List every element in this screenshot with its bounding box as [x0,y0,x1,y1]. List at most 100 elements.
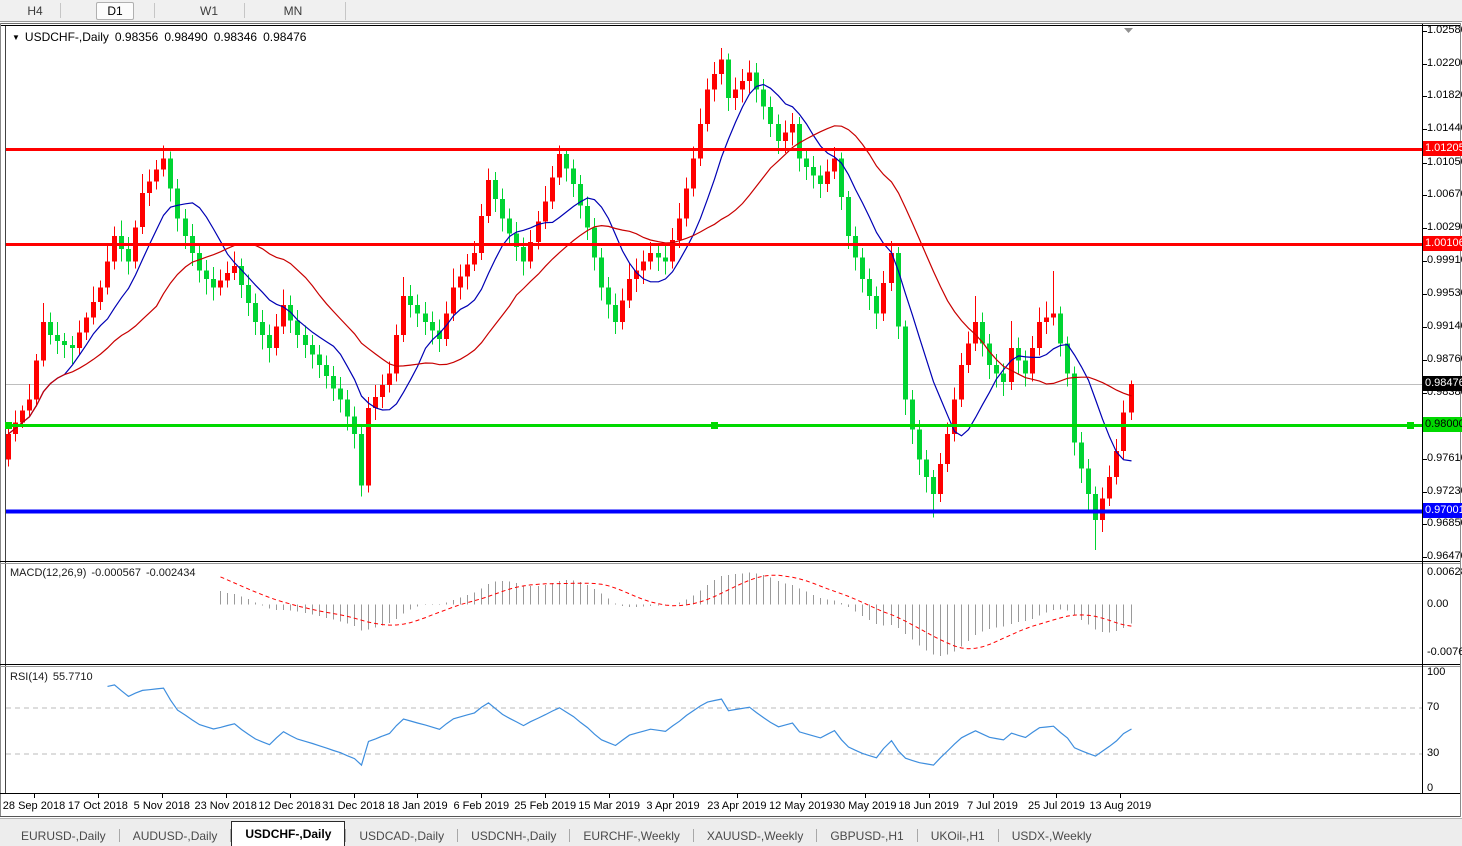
candle-body [874,296,879,314]
candle-body [818,175,823,185]
candle-body [415,304,420,314]
toolbar-separator [244,3,245,18]
candle-body [112,235,117,262]
candle-body [698,124,703,159]
candle-body [310,345,315,355]
candle-body [91,302,96,318]
candle-body [648,253,653,262]
chart-tab-USDCAD-Daily[interactable]: USDCAD-,Daily [359,829,445,843]
candle-body [140,192,145,228]
ma-fast-line [8,83,1132,462]
candle-body [606,287,611,305]
rsi-line [107,684,1132,767]
timeframe-toolbar: H4 D1 W1 MN [0,0,1462,22]
candle-body [613,304,618,322]
candle-body [881,283,886,314]
candle-body [952,399,957,434]
candle-body [663,257,668,262]
candle-body [776,124,781,142]
macd-name: MACD(12,26,9) [10,567,87,579]
chart-tab-GBPUSD-H1[interactable]: GBPUSD-,H1 [830,829,904,843]
timeframe-button-MN[interactable]: MN [283,4,303,18]
candle-body [105,261,110,288]
candle-body [303,334,308,346]
candle-body [444,313,449,340]
candle-body [119,235,124,249]
candle-body [324,365,329,377]
candle-body [592,227,597,258]
macd-indicator-label: MACD(12,26,9) -0.000567 -0.002434 [10,567,201,579]
candle-body [458,276,463,288]
candle-body [1023,360,1028,374]
candle-body [783,132,788,142]
chart-tab-USDCHF-Daily[interactable]: USDCHF-,Daily [231,821,346,846]
candle-body [62,340,67,346]
candle-body [317,354,322,365]
candle-body [959,365,964,400]
candle-body [175,188,180,219]
candle-body [634,270,639,279]
toolbar-separator [60,3,61,18]
tab-separator [569,829,571,842]
symbol-dropdown-icon[interactable]: ▼ [12,33,20,42]
candle-body [197,253,202,271]
candle-body [34,360,39,400]
candle-body [670,240,675,262]
candle-body [867,278,872,297]
candle-body [6,433,11,460]
candle-body [1065,343,1070,374]
timeframe-button-H4[interactable]: H4 [27,4,43,18]
candle-body [1072,373,1077,443]
macd-value: -0.000567 [91,567,141,579]
ohlc-open: 0.98356 [114,30,159,44]
chart-tab-EURUSD-Daily[interactable]: EURUSD-,Daily [21,829,106,843]
candle-body [27,399,32,411]
candle-body [550,177,555,202]
candle-body [168,158,173,189]
chart-tab-EURCHF-Weekly[interactable]: EURCHF-,Weekly [583,829,680,843]
candle-body [253,303,258,322]
chart-shift-marker-icon[interactable] [1124,28,1133,33]
tab-separator [916,829,918,842]
candle-body [578,184,583,206]
chart-tab-XAUUSD-Weekly[interactable]: XAUUSD-,Weekly [706,829,804,843]
tab-separator [692,829,694,842]
candle-body [684,188,689,219]
candle-body [500,198,505,219]
candle-body [839,158,844,198]
candle-body [380,384,385,397]
candle-body [423,313,428,322]
candle-body [77,332,82,348]
candle-body [571,168,576,185]
candle-body [493,179,498,199]
ohlc-close: 0.98476 [263,30,307,44]
candle-body [804,158,809,167]
tab-separator [997,829,999,842]
candle-body [41,322,46,361]
candle-body [910,399,915,430]
candle-body [719,59,724,74]
candle-body [528,241,533,262]
timeframe-button-group: H4 D1 W1 MN [0,2,312,20]
candle-body [48,322,53,335]
chart-tab-USDCNH-Daily[interactable]: USDCNH-,Daily [471,829,557,843]
chart-symbol: USDCHF-,Daily [24,30,109,44]
candle-body [1114,451,1119,477]
candle-body [705,89,710,124]
chart-tab-AUDUSD-Daily[interactable]: AUDUSD-,Daily [132,829,218,843]
candle-body [889,253,894,284]
timeframe-button-D1[interactable]: D1 [96,2,134,20]
candle-body [903,326,908,400]
chart-tab-USDX-Weekly[interactable]: USDX-,Weekly [1011,829,1092,843]
candle-body [973,322,978,344]
candle-body [161,158,166,170]
candle-body [98,287,103,303]
level-line-handle[interactable] [5,422,12,429]
candle-body [147,181,152,193]
candle-body [1086,468,1091,495]
level-line-handle[interactable] [711,422,718,429]
timeframe-button-W1[interactable]: W1 [200,4,218,18]
level-line-handle[interactable] [1407,422,1414,429]
chart-tab-UKOil-H1[interactable]: UKOil-,H1 [930,829,985,843]
